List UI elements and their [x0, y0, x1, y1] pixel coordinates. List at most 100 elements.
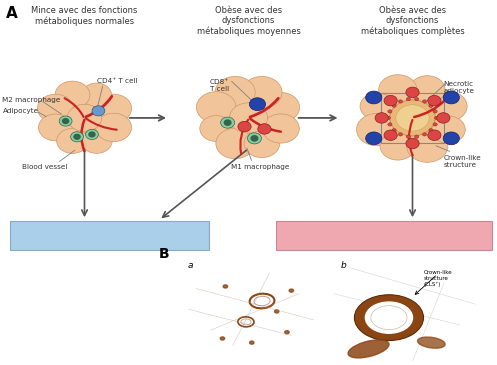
- Circle shape: [360, 93, 394, 120]
- Circle shape: [85, 129, 98, 139]
- Circle shape: [274, 310, 279, 313]
- Text: Obèse avec des
dysfonctions
métaboliques complètes: Obèse avec des dysfonctions métaboliques…: [361, 6, 464, 36]
- Circle shape: [242, 76, 282, 108]
- Text: Adipokines anti-inflammatoires: Adipokines anti-inflammatoires: [22, 230, 196, 241]
- Circle shape: [406, 97, 411, 101]
- Circle shape: [375, 113, 388, 123]
- Circle shape: [406, 138, 419, 149]
- Text: CD8⁺
T cell: CD8⁺ T cell: [210, 78, 229, 92]
- Circle shape: [258, 124, 271, 134]
- Circle shape: [390, 100, 435, 136]
- Circle shape: [38, 114, 72, 141]
- Bar: [381, 93, 444, 143]
- Circle shape: [74, 134, 80, 139]
- Circle shape: [410, 76, 445, 104]
- Circle shape: [354, 295, 423, 341]
- Circle shape: [37, 94, 73, 123]
- Circle shape: [262, 114, 299, 143]
- Circle shape: [414, 97, 419, 101]
- Circle shape: [81, 128, 112, 153]
- Text: A: A: [6, 6, 18, 21]
- Circle shape: [406, 87, 419, 97]
- Circle shape: [221, 117, 235, 128]
- Text: a: a: [187, 261, 193, 270]
- Circle shape: [223, 285, 228, 288]
- Circle shape: [55, 81, 90, 109]
- Circle shape: [249, 341, 254, 344]
- Text: Obèse avec des
dysfonctions
métaboliques moyennes: Obèse avec des dysfonctions métaboliques…: [196, 6, 301, 36]
- Circle shape: [429, 91, 467, 121]
- Circle shape: [82, 83, 111, 107]
- Text: Crown-like
structure: Crown-like structure: [443, 155, 481, 168]
- Circle shape: [224, 120, 231, 125]
- Circle shape: [384, 95, 397, 106]
- Ellipse shape: [348, 340, 389, 358]
- Circle shape: [200, 116, 233, 141]
- Text: M2 macrophage: M2 macrophage: [2, 97, 61, 103]
- Circle shape: [196, 92, 236, 123]
- Circle shape: [386, 116, 391, 120]
- Circle shape: [365, 302, 413, 333]
- Circle shape: [285, 331, 289, 334]
- Circle shape: [57, 128, 88, 153]
- Circle shape: [92, 106, 105, 116]
- Circle shape: [71, 132, 83, 142]
- Circle shape: [59, 116, 72, 126]
- Circle shape: [251, 136, 258, 141]
- Circle shape: [63, 119, 69, 123]
- Ellipse shape: [417, 337, 445, 348]
- Circle shape: [407, 130, 448, 162]
- Circle shape: [433, 110, 437, 113]
- Text: Mince avec des fonctions
métaboliques normales: Mince avec des fonctions métaboliques no…: [31, 6, 138, 26]
- Circle shape: [366, 91, 382, 104]
- Circle shape: [388, 110, 392, 113]
- Circle shape: [238, 121, 251, 132]
- Circle shape: [384, 130, 397, 141]
- Text: M1 macrophage: M1 macrophage: [231, 164, 289, 170]
- Circle shape: [379, 75, 417, 105]
- Circle shape: [230, 103, 267, 133]
- Text: Adipocyte: Adipocyte: [2, 108, 39, 114]
- Text: Crown-like
structure
(CLS⁺): Crown-like structure (CLS⁺): [423, 270, 452, 287]
- Text: b: b: [340, 261, 346, 270]
- Text: Necrotic
adiocyte: Necrotic adiocyte: [443, 81, 474, 93]
- Circle shape: [443, 132, 459, 145]
- Circle shape: [422, 100, 426, 103]
- Text: Adipokines pro-inflammatoires: Adipokines pro-inflammatoires: [298, 230, 469, 241]
- Circle shape: [95, 113, 132, 142]
- FancyBboxPatch shape: [276, 221, 492, 250]
- Circle shape: [396, 105, 429, 131]
- Circle shape: [414, 135, 419, 138]
- Circle shape: [433, 123, 437, 126]
- Circle shape: [248, 133, 261, 144]
- Circle shape: [428, 95, 441, 106]
- Circle shape: [399, 133, 403, 136]
- Circle shape: [392, 104, 396, 107]
- Circle shape: [399, 100, 403, 103]
- Circle shape: [429, 104, 433, 107]
- FancyBboxPatch shape: [10, 221, 209, 250]
- Circle shape: [406, 135, 411, 138]
- Circle shape: [434, 116, 439, 120]
- Circle shape: [95, 94, 132, 123]
- Circle shape: [429, 128, 433, 132]
- Circle shape: [388, 123, 392, 126]
- Circle shape: [220, 337, 225, 340]
- Circle shape: [431, 116, 465, 143]
- Circle shape: [249, 98, 265, 111]
- Circle shape: [67, 104, 102, 131]
- Circle shape: [380, 132, 415, 160]
- Circle shape: [216, 128, 254, 159]
- Text: Blood vessel: Blood vessel: [22, 164, 68, 170]
- Circle shape: [428, 130, 441, 141]
- Circle shape: [262, 92, 300, 122]
- Circle shape: [356, 114, 398, 146]
- Circle shape: [244, 129, 280, 158]
- Circle shape: [443, 91, 459, 104]
- Circle shape: [392, 128, 396, 132]
- Circle shape: [289, 289, 294, 292]
- Circle shape: [437, 113, 450, 123]
- Circle shape: [366, 132, 382, 145]
- Circle shape: [422, 133, 426, 136]
- Circle shape: [89, 132, 95, 137]
